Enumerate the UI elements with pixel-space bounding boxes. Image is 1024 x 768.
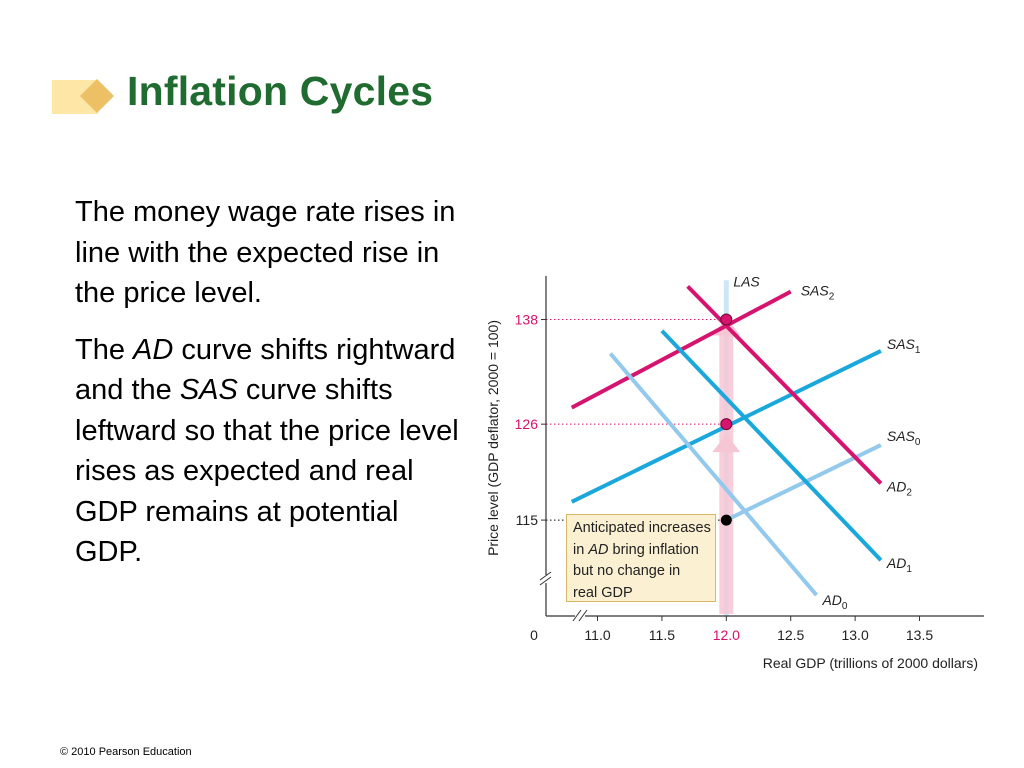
sas0-curve — [725, 443, 882, 522]
ad0-label: AD0 — [821, 592, 847, 612]
text-run: curve shifts rightward and the — [75, 333, 456, 407]
annotation-line-1: Anticipated increases — [573, 520, 711, 536]
x-tick-label: 11.0 — [584, 627, 610, 643]
x-axis-break-mark — [578, 609, 588, 622]
x-axis-break-gap — [575, 612, 585, 620]
x-tick-label: 13.5 — [906, 627, 933, 643]
inflation-cycle-chart: LAS SAS0 SAS1 SAS2 AD0 AD1 AD2 11.0 11.5 12.0 12.5… — [478, 240, 998, 680]
ad0-curve — [608, 352, 819, 597]
x-tick-label: 12.5 — [777, 627, 804, 643]
equilibrium-point-126 — [720, 418, 733, 431]
ad1-curve — [660, 329, 883, 562]
body-paragraph-2: The AD curve shifts rightward and the SA… — [75, 330, 470, 573]
x-tick-label: 11.5 — [649, 627, 675, 643]
annotation-run: in — [573, 541, 589, 558]
ad2-label: AD2 — [886, 478, 912, 498]
annotation-line-3: but no change in — [573, 563, 681, 579]
las-arrow-shaft — [719, 333, 734, 614]
copyright-footer: © 2010 Pearson Education — [60, 746, 192, 758]
body-paragraph-1: The money wage rate rises in line with t… — [75, 196, 456, 309]
y-tick-label: 126 — [515, 416, 539, 432]
ad1-label: AD1 — [886, 555, 912, 575]
y-axis-break-gap — [541, 575, 551, 583]
las-label: LAS — [733, 273, 760, 289]
slide-title: Inflation Cycles — [127, 68, 434, 114]
x-axis-break-mark — [572, 609, 582, 622]
y-axis-break-mark — [539, 571, 552, 581]
title-bullet-icon — [52, 79, 114, 114]
annotation-run: bring inflation — [608, 541, 699, 558]
annotation-line-4: real GDP — [573, 584, 633, 601]
y-tick-label: 138 — [515, 312, 539, 328]
origin-label: 0 — [530, 627, 538, 643]
annotation-run-italic: AD — [588, 541, 609, 558]
y-axis-title: Price level (GDP deflator, 2000 = 100) — [485, 320, 501, 556]
equilibrium-point-115 — [720, 514, 732, 526]
equilibrium-point-138 — [720, 313, 733, 326]
y-tick-label: 115 — [516, 512, 539, 528]
body-text: The money wage rate rises in line with t… — [75, 192, 470, 589]
x-tick-label: 12.0 — [713, 627, 740, 643]
sas0-label: SAS0 — [887, 428, 921, 448]
x-tick-label: 13.0 — [841, 627, 868, 643]
text-run-italic: AD — [133, 333, 174, 366]
sas2-label: SAS2 — [801, 283, 835, 303]
las-arrow-head-mid — [712, 434, 741, 453]
text-run-italic: SAS — [179, 374, 238, 406]
text-run: curve shifts leftward so that the price … — [75, 374, 459, 568]
sas1-label: SAS1 — [887, 336, 921, 356]
ad2-curve — [686, 284, 883, 485]
text-run: The — [75, 333, 134, 366]
annotation-line-2: in AD bring inflation — [573, 540, 709, 562]
annotation-box: Anticipated increases in AD bring inflat… — [566, 514, 716, 602]
x-axis-title: Real GDP (trillions of 2000 dollars) — [763, 655, 978, 671]
y-axis-break-mark — [539, 576, 552, 586]
